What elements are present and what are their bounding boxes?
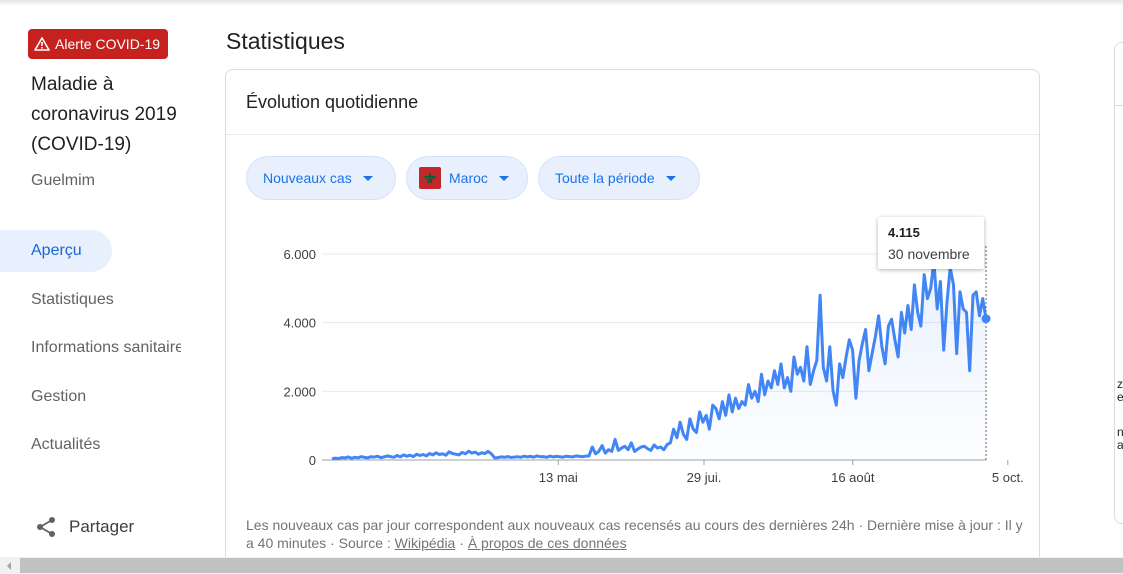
chevron-down-icon	[665, 175, 676, 181]
metric-dropdown-label: Nouveaux cas	[263, 170, 352, 186]
alert-label: Alerte COVID-19	[55, 36, 161, 52]
series-area	[332, 260, 986, 460]
y-tick-label: 0	[309, 453, 316, 468]
chart-footer: Les nouveaux cas par jour correspondent …	[246, 516, 1026, 552]
sidebar-item-gestion[interactable]: Gestion	[31, 387, 87, 405]
covid-alert-badge[interactable]: Alerte COVID-19	[28, 29, 169, 59]
about-data-link[interactable]: À propos de ces données	[467, 535, 627, 551]
disease-title: Maladie à coronavirus 2019 (COVID-19)	[31, 74, 177, 155]
scrollbar-thumb[interactable]	[20, 558, 1123, 573]
share-button[interactable]: Partager	[35, 516, 134, 538]
country-dropdown[interactable]: Maroc	[406, 156, 528, 200]
daily-cases-chart[interactable]: 0 2.000 4.000 6.000 13 mai 29 jui. 16 août 5 oc…	[226, 70, 1039, 510]
sidebar-item-actualites[interactable]: Actualités	[31, 436, 101, 453]
panel-text-fragment: z	[1117, 377, 1123, 391]
footer-text: Les nouveaux cas par jour correspondent …	[246, 517, 1023, 551]
card-title: Évolution quotidienne	[246, 92, 419, 112]
y-tick-label: 6.000	[283, 247, 316, 262]
source-label: Source :	[338, 535, 391, 551]
metric-dropdown[interactable]: Nouveaux cas	[246, 156, 396, 200]
sidebar-item-informations-sanitaires[interactable]: Informations sanitaires	[31, 339, 181, 356]
horizontal-scrollbar[interactable]	[0, 557, 1123, 574]
hover-point	[981, 314, 991, 324]
wikipedia-link[interactable]: Wikipédia	[394, 535, 456, 551]
y-tick-label: 4.000	[283, 316, 316, 331]
scroll-left-icon[interactable]	[7, 562, 11, 570]
y-tick-label: 2.000	[283, 384, 316, 399]
morocco-flag-icon	[419, 167, 441, 189]
period-dropdown[interactable]: Toute la période	[538, 156, 700, 200]
tooltip-date: 30 novembre	[888, 246, 970, 262]
x-tick-label: 29 jui.	[687, 470, 722, 485]
panel-text-fragment: e	[1117, 391, 1123, 403]
section-title: Statistiques	[226, 28, 345, 54]
sidebar-item-statistiques[interactable]: Statistiques	[31, 290, 114, 308]
chart-tooltip: 4.115 30 novembre	[878, 217, 984, 269]
right-panel-edge: z e n a	[1114, 42, 1123, 524]
country-dropdown-label: Maroc	[449, 170, 488, 186]
chevron-down-icon	[498, 175, 509, 181]
share-label: Partager	[69, 517, 135, 536]
panel-divider	[1115, 105, 1123, 106]
footer-separator: ·	[330, 535, 339, 551]
sidebar-nav: Aperçu Statistiques Informations sanitai…	[0, 230, 205, 473]
tooltip-value: 4.115	[888, 225, 920, 240]
daily-evolution-card: Évolution quotidienne Nouveaux cas Maroc…	[225, 69, 1040, 569]
period-dropdown-label: Toute la période	[555, 170, 655, 186]
share-icon	[37, 517, 55, 537]
panel-text-fragment: a	[1117, 439, 1123, 451]
x-tick-label: 13 mai	[539, 470, 578, 485]
x-tick-label: 5 oct.	[992, 470, 1024, 485]
location-label: Guelmim	[31, 172, 96, 189]
top-shadow	[0, 0, 1123, 6]
x-tick-label: 16 août	[831, 470, 875, 485]
series-line	[331, 259, 988, 461]
sidebar-item-apercu[interactable]: Aperçu	[0, 230, 112, 272]
chevron-down-icon	[362, 175, 373, 181]
panel-text-fragment: n	[1117, 426, 1123, 438]
warning-icon	[34, 37, 50, 51]
footer-separator: ·	[459, 535, 468, 551]
card-divider	[226, 134, 1039, 135]
